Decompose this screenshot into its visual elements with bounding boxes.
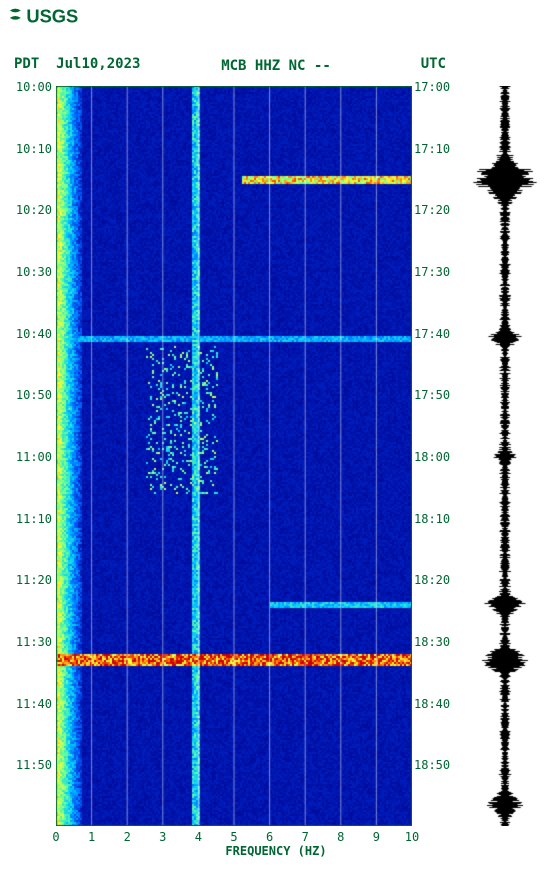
ytick-right: 17:20 — [414, 203, 450, 217]
ytick-right: 18:00 — [414, 450, 450, 464]
ytick-left: 10:30 — [2, 265, 52, 279]
ytick-right: 18:40 — [414, 697, 450, 711]
ytick-left: 10:00 — [2, 80, 52, 94]
header-left: PDT Jul10,2023 — [14, 56, 140, 72]
ytick-left: 11:20 — [2, 573, 52, 587]
ytick-right: 18:20 — [414, 573, 450, 587]
spectrogram-canvas — [56, 86, 412, 826]
xtick: 10 — [405, 830, 419, 844]
seismogram-trace — [462, 86, 548, 826]
ytick-left: 11:30 — [2, 635, 52, 649]
ytick-left: 10:20 — [2, 203, 52, 217]
x-axis-label: FREQUENCY (HZ) — [0, 844, 552, 858]
ytick-left: 11:40 — [2, 697, 52, 711]
header-right: UTC — [421, 56, 446, 72]
ytick-left: 10:50 — [2, 388, 52, 402]
xtick: 1 — [88, 830, 95, 844]
ytick-right: 17:50 — [414, 388, 450, 402]
svg-text:USGS: USGS — [26, 5, 78, 26]
xtick: 5 — [230, 830, 237, 844]
xtick: 0 — [52, 830, 59, 844]
ytick-right: 17:00 — [414, 80, 450, 94]
ytick-right: 18:10 — [414, 512, 450, 526]
ytick-right: 18:30 — [414, 635, 450, 649]
ytick-left: 11:00 — [2, 450, 52, 464]
ytick-left: 10:40 — [2, 327, 52, 341]
xtick: 3 — [159, 830, 166, 844]
xtick: 2 — [124, 830, 131, 844]
xtick: 4 — [195, 830, 202, 844]
ytick-left: 10:10 — [2, 142, 52, 156]
xtick: 9 — [373, 830, 380, 844]
ytick-right: 17:30 — [414, 265, 450, 279]
ytick-right: 18:50 — [414, 758, 450, 772]
ytick-right: 17:40 — [414, 327, 450, 341]
xtick: 8 — [337, 830, 344, 844]
xtick: 6 — [266, 830, 273, 844]
xtick: 7 — [302, 830, 309, 844]
ytick-left: 11:50 — [2, 758, 52, 772]
ytick-right: 17:10 — [414, 142, 450, 156]
spectrogram-plot — [56, 86, 412, 826]
ytick-left: 11:10 — [2, 512, 52, 526]
usgs-logo: USGS — [8, 5, 118, 27]
